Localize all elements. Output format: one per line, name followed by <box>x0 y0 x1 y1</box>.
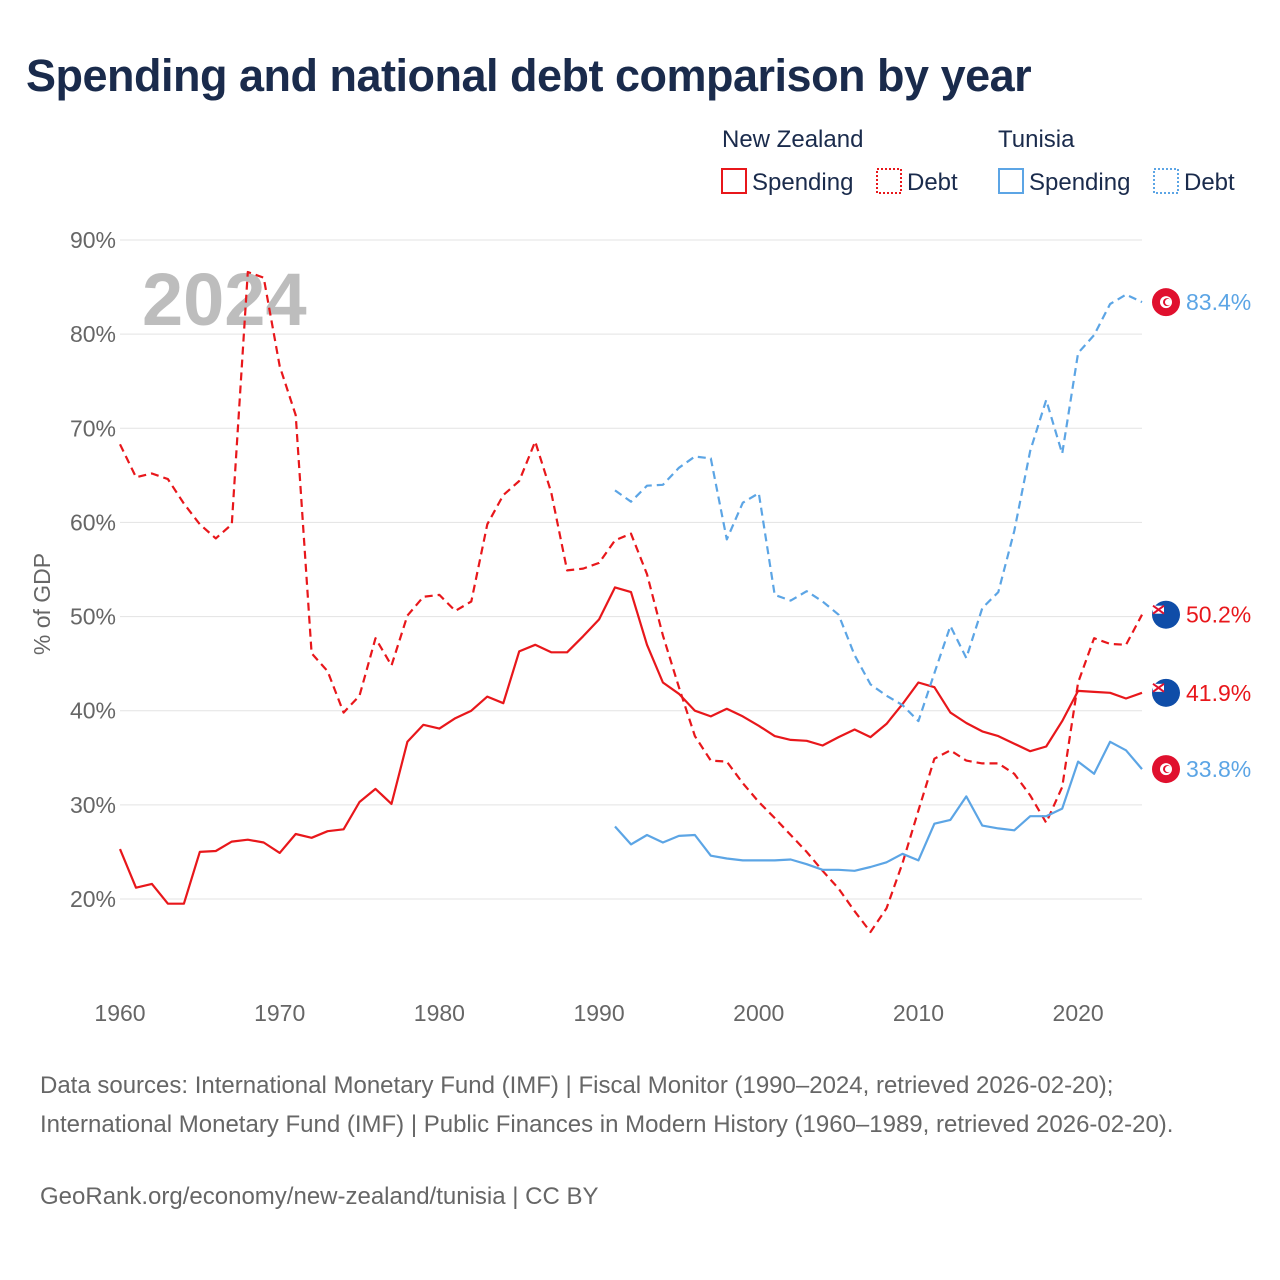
legend-label-tn-spending[interactable]: Spending <box>1029 169 1130 196</box>
y-tick-label: 50% <box>70 604 116 630</box>
end-label-value: 33.8% <box>1186 756 1251 782</box>
legend-label-nz-spending[interactable]: Spending <box>752 169 853 196</box>
x-tick-label: 1980 <box>414 1000 465 1026</box>
data-sources: Data sources: International Monetary Fun… <box>40 1072 1174 1138</box>
end-marker-tunisia-debt: 83.4% <box>1152 288 1251 317</box>
x-tick-label: 2020 <box>1053 1000 1104 1026</box>
end-marker-new-zealand-debt: 50.2% <box>1152 600 1251 629</box>
legend-swatch-tn-debt[interactable] <box>1153 168 1179 194</box>
x-tick-labels: 1960 1970 1980 1990 2000 2010 2020 <box>94 1000 1103 1026</box>
crescent-cut-icon <box>1165 765 1172 773</box>
legend-label-nz-debt[interactable]: Debt <box>907 169 958 196</box>
legend-group-new-zealand: New Zealand <box>722 126 863 153</box>
legend-group-tunisia: Tunisia <box>998 126 1075 153</box>
x-tick-label: 2010 <box>893 1000 944 1026</box>
y-tick-label: 70% <box>70 415 116 441</box>
y-tick-label: 80% <box>70 321 116 347</box>
union-jack-cross-icon <box>1152 604 1165 615</box>
chart-title: Spending and national debt comparison by… <box>26 50 1032 101</box>
legend-label-tn-debt[interactable]: Debt <box>1184 169 1235 196</box>
x-tick-label: 1990 <box>573 1000 624 1026</box>
x-tick-label: 1970 <box>254 1000 305 1026</box>
series-line-new-zealand-debt[interactable] <box>119 270 1143 934</box>
new-zealand-flag-icon <box>1152 678 1180 707</box>
legend-swatch-nz-spending[interactable] <box>721 168 747 194</box>
union-jack-cross-icon <box>1152 683 1165 693</box>
series-line-tunisia-debt[interactable] <box>614 293 1143 723</box>
end-marker-new-zealand-spending: 41.9% <box>1152 678 1251 707</box>
legend-swatch-tn-spending[interactable] <box>998 168 1024 194</box>
end-label-value: 41.9% <box>1186 680 1251 706</box>
y-axis-label: % of GDP <box>29 553 55 655</box>
end-labels: 41.9% 50.2% 33.8% 83.4% <box>1152 288 1251 784</box>
y-tick-label: 90% <box>70 227 116 253</box>
y-tick-label: 20% <box>70 886 116 912</box>
end-label-value: 50.2% <box>1186 602 1251 628</box>
legend-swatch-nz-debt[interactable] <box>876 168 902 194</box>
y-tick-label: 30% <box>70 792 116 818</box>
x-tick-label: 1960 <box>94 1000 145 1026</box>
y-tick-labels: 20% 30% 40% 50% 60% 70% 80% 90% <box>70 227 116 912</box>
y-tick-label: 40% <box>70 698 116 724</box>
chart-svg: New Zealand Spending Debt Tunisia Spendi… <box>29 126 1251 1026</box>
gridlines <box>120 239 1142 900</box>
x-tick-label: 2000 <box>733 1000 784 1026</box>
end-label-value: 83.4% <box>1186 289 1251 315</box>
new-zealand-flag-icon <box>1152 600 1180 629</box>
legend: New Zealand Spending Debt Tunisia Spendi… <box>721 126 1235 196</box>
series-line-tunisia-spending[interactable] <box>614 740 1143 872</box>
end-marker-tunisia-spending: 33.8% <box>1152 755 1251 784</box>
y-tick-label: 60% <box>70 509 116 535</box>
series-line-new-zealand-spending[interactable] <box>118 586 1143 905</box>
credit-link[interactable]: GeoRank.org/economy/new-zealand/tunisia … <box>40 1183 599 1210</box>
series-lines <box>118 270 1143 934</box>
crescent-cut-icon <box>1165 298 1172 306</box>
year-watermark: 2024 <box>142 258 307 341</box>
